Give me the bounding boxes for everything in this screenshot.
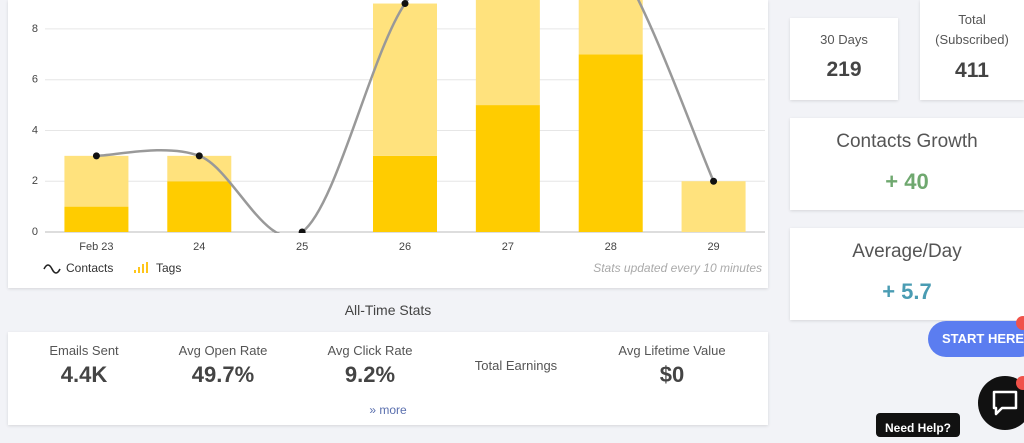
stat-value: $0 xyxy=(659,362,685,387)
y-tick-label: 2 xyxy=(32,175,38,187)
stat-value: 49.7% xyxy=(191,362,255,387)
y-tick-label: 4 xyxy=(32,124,38,136)
page: {"chart_data": {"type": "bar", "categori… xyxy=(8,0,1024,437)
bar-segment xyxy=(373,3,437,156)
bar-segment xyxy=(373,155,437,232)
legend-label[interactable]: Contacts xyxy=(66,261,113,275)
more-link[interactable]: » more xyxy=(338,403,438,417)
y-tick-label: 6 xyxy=(32,74,38,86)
stat: Avg Lifetime Value $0 xyxy=(597,332,747,388)
bar-segment xyxy=(681,181,746,232)
stat-label: Total Earnings xyxy=(474,358,558,373)
side-card: Total (Subscribed) 411 xyxy=(920,0,1024,100)
stat: Emails Sent 4.4K xyxy=(9,332,159,388)
badge xyxy=(1016,316,1024,330)
side-card: 30 Days 219 xyxy=(790,18,898,100)
stats-note: Stats updated every 10 minutes xyxy=(593,261,762,275)
side-card: Average/Day + 5.7 xyxy=(790,228,1024,320)
x-tick-label: Feb 23 xyxy=(79,241,113,253)
stat: Total Earnings xyxy=(441,347,591,373)
bar-segment xyxy=(578,54,643,232)
stat-label: Emails Sent xyxy=(49,343,119,358)
side-label: 30 Days xyxy=(820,32,868,47)
stat: Avg Click Rate 9.2% xyxy=(295,332,445,388)
x-tick-label: 27 xyxy=(502,241,514,253)
bar-segment xyxy=(475,0,540,106)
bar-segment xyxy=(475,105,540,232)
side-label: Total (Subscribed) xyxy=(935,12,1009,47)
line-point xyxy=(710,177,718,185)
x-tick-label: 29 xyxy=(707,241,719,253)
y-tick-label: 0 xyxy=(32,226,38,238)
legend-line-icon xyxy=(43,264,61,274)
stat-label: Avg Lifetime Value xyxy=(618,343,726,358)
stats-card: Emails Sent 4.4K Avg Open Rate 49.7% Avg C… xyxy=(8,332,768,425)
side-value: + 5.7 xyxy=(882,279,932,304)
stat-label: Avg Open Rate xyxy=(178,343,268,358)
bar-segment xyxy=(578,0,643,55)
stat-label: Avg Click Rate xyxy=(327,343,413,358)
stat-value: 4.4K xyxy=(60,362,108,387)
side-card: Contacts Growth + 40 xyxy=(790,118,1024,210)
x-tick-label: 24 xyxy=(193,241,205,253)
side-label: Contacts Growth xyxy=(836,131,978,152)
badge xyxy=(1016,376,1024,390)
legend-bar-icon xyxy=(134,262,148,273)
stat: Avg Open Rate 49.7% xyxy=(148,332,298,388)
line-point xyxy=(401,0,409,8)
x-tick-label: 26 xyxy=(399,241,411,253)
more-text[interactable]: more xyxy=(379,403,407,417)
side-value: 411 xyxy=(955,59,989,82)
side-value: + 40 xyxy=(885,169,929,194)
line-point xyxy=(92,152,100,160)
help-tooltip: Need Help? xyxy=(876,413,960,437)
side-label: Average/Day xyxy=(852,241,962,262)
chat-icon xyxy=(992,390,1018,416)
bar-segment xyxy=(167,181,232,232)
chevron-icon: » xyxy=(369,403,380,417)
x-tick-label: 28 xyxy=(605,241,617,253)
bar-segment xyxy=(64,155,129,207)
side-value: 219 xyxy=(826,58,862,81)
line-point xyxy=(195,152,203,160)
legend-label[interactable]: Tags xyxy=(156,261,181,275)
section-title: All-Time Stats xyxy=(344,302,432,318)
bar-segment xyxy=(167,155,232,182)
chart-card: 0 2 4 6 8 Feb 23 24 25 26 27 28 29 Contacts Tags St… xyxy=(8,0,768,288)
stat-value: 9.2% xyxy=(344,362,396,387)
x-tick-label: 25 xyxy=(296,241,308,253)
bar-segment xyxy=(64,206,129,232)
line-point xyxy=(298,228,306,233)
y-tick-label: 8 xyxy=(32,23,38,35)
start-button[interactable]: START HERE xyxy=(928,321,1024,357)
